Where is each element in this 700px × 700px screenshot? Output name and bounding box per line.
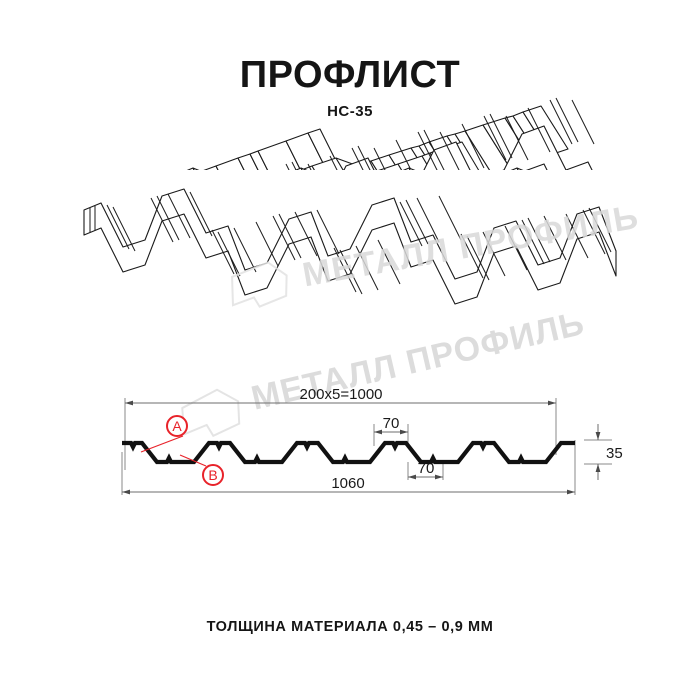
callout-a-circle xyxy=(166,415,188,437)
callout-b-leader xyxy=(179,454,207,467)
material-thickness-note: ТОЛЩИНА МАТЕРИАЛА 0,45 – 0,9 ММ xyxy=(206,619,494,635)
profile-outline xyxy=(122,440,575,465)
dimension-pitch-total: 200x5=1000 xyxy=(125,386,556,406)
callout-a: A xyxy=(140,415,188,453)
dimension-height: 35 xyxy=(595,424,623,480)
callout-b-label: B xyxy=(208,467,217,483)
page-title: ПРОФЛИСТ xyxy=(239,54,461,96)
dimension-top-flange: 70 xyxy=(374,415,408,435)
page-subtitle: НС-35 xyxy=(327,103,373,120)
dimension-overall-width-label: 1060 xyxy=(331,475,364,492)
callout-a-leader xyxy=(140,435,184,453)
profile-cross-section-drawing: 200x5=1000 1060 70 70 xyxy=(121,386,623,495)
dimension-bottom-flange: 70 xyxy=(408,460,443,480)
dimension-pitch-total-label: 200x5=1000 xyxy=(300,386,383,403)
callout-b: B xyxy=(179,454,224,486)
dimension-bottom-flange-label: 70 xyxy=(418,460,435,477)
dimension-overall-width: 1060 xyxy=(122,475,575,495)
dimension-height-label: 35 xyxy=(606,445,623,462)
callout-b-circle xyxy=(202,464,224,486)
dimension-top-flange-label: 70 xyxy=(383,415,400,432)
callout-a-label: A xyxy=(172,418,182,434)
